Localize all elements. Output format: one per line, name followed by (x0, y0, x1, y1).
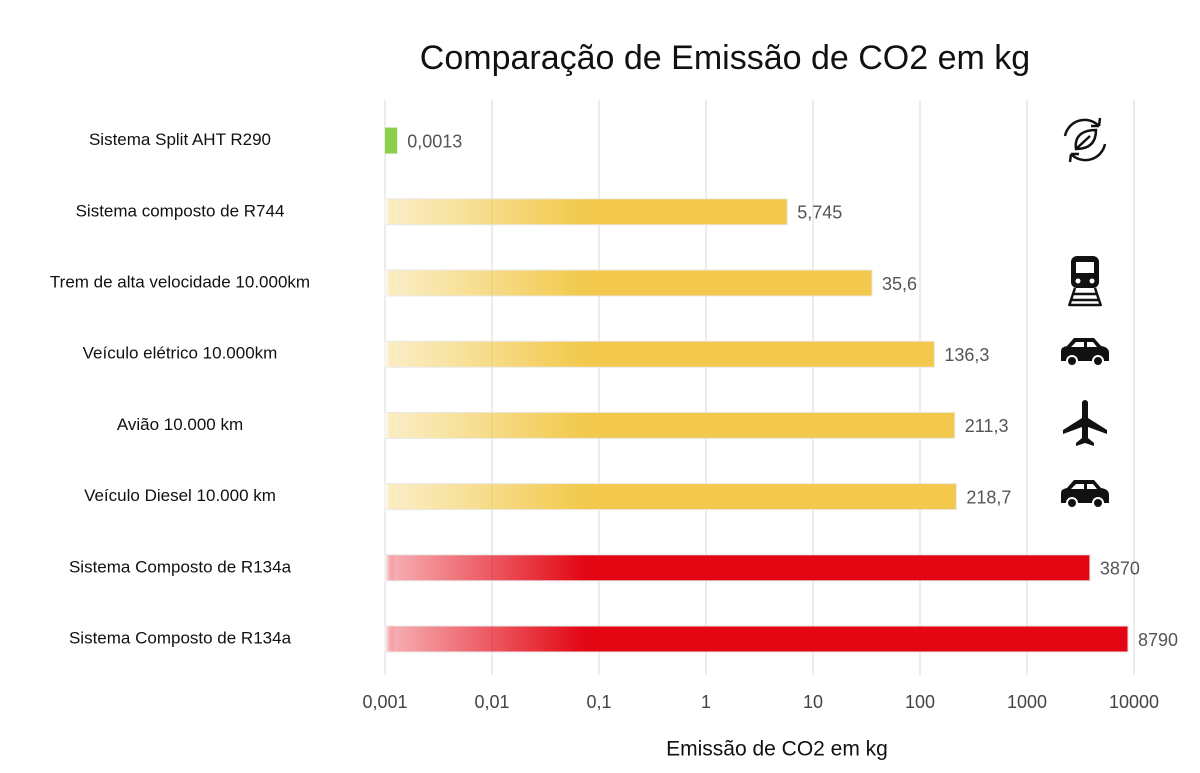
bar (384, 198, 788, 226)
y-tick-label: Sistema Composto de R134a (69, 557, 292, 576)
value-label: 218,7 (966, 487, 1011, 507)
value-label: 35,6 (882, 274, 917, 294)
value-label: 136,3 (944, 345, 989, 365)
x-tick-label: 1 (701, 692, 711, 712)
x-tick-label: 1000 (1007, 692, 1047, 712)
y-tick-label: Avião 10.000 km (117, 415, 243, 434)
icons (1061, 117, 1109, 509)
x-tick-label: 0,1 (586, 692, 611, 712)
car-icon (1061, 480, 1109, 509)
y-tick-label: Sistema composto de R744 (76, 201, 285, 220)
bar (384, 411, 956, 439)
value-label: 8790 (1138, 630, 1178, 650)
bar (384, 269, 873, 297)
y-tick-label: Trem de alta velocidade 10.000km (50, 272, 310, 291)
y-tick-label: Veículo Diesel 10.000 km (84, 486, 276, 505)
value-label: 211,3 (965, 416, 1009, 436)
x-tick-label: 0,01 (474, 692, 509, 712)
y-tick-label: Veículo elétrico 10.000km (83, 344, 278, 363)
x-axis-label: Emissão de CO2 em kg (666, 738, 888, 761)
bar (385, 127, 398, 154)
plane-icon (1063, 400, 1107, 446)
value-label: 5,745 (797, 203, 842, 223)
train-icon (1067, 256, 1103, 307)
grid (384, 100, 1135, 675)
x-tick-label: 100 (905, 692, 935, 712)
x-tick-label: 10000 (1109, 692, 1159, 712)
bar (384, 625, 1129, 653)
x-tick-label: 0,001 (362, 692, 407, 712)
value-label: 0,0013 (407, 131, 462, 151)
x-tick-label: 10 (803, 692, 823, 712)
bar (384, 554, 1091, 582)
chart-title: Comparação de Emissão de CO2 em kg (420, 39, 1030, 77)
bar (384, 483, 957, 511)
y-tick-label: Sistema Composto de R134a (69, 628, 292, 647)
car-icon (1061, 338, 1109, 367)
eco-icon (1063, 117, 1107, 163)
bar (384, 340, 935, 368)
value-label: 3870 (1100, 559, 1140, 579)
y-tick-label: Sistema Split AHT R290 (89, 130, 271, 149)
